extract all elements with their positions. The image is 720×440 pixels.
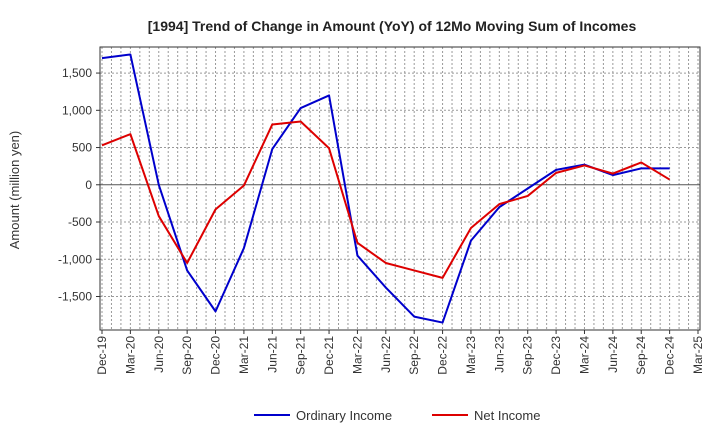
y-tick-label: -500 [68,215,92,229]
legend: Ordinary Income Net Income [254,408,540,423]
y-axis-label: Amount (million yen) [7,131,22,250]
axis-layer: -1,500 -1,000 -500 0 500 1,000 1,500 Dec-19 Mar-… [58,46,705,375]
y-tick-label: -1,500 [58,289,92,303]
y-tick-label: -1,000 [58,252,92,266]
legend-label: Ordinary Income [296,408,392,423]
x-tick-label: Mar-21 [237,336,251,374]
x-tick-label: Sep-21 [294,336,308,375]
series-line-ordinary-income [101,53,670,324]
y-tick-label: 1,500 [62,66,92,80]
series-line-net-income [101,120,671,279]
legend-label: Net Income [474,408,540,423]
x-tick-label: Dec-23 [549,336,563,375]
grid-layer [100,47,700,330]
series-layer [101,53,671,324]
x-tick-label: Mar-25 [691,336,705,374]
x-tick-label: Sep-22 [407,336,421,375]
x-tick-label: Jun-20 [152,336,166,373]
x-tick-label: Sep-20 [180,336,194,375]
x-tick-label: Dec-19 [95,336,109,375]
chart-title: [1994] Trend of Change in Amount (YoY) o… [148,18,637,34]
plot-frame [99,46,701,331]
x-tick-label: Dec-22 [436,336,450,375]
x-tick-label: Sep-23 [521,336,535,375]
x-tick-label: Jun-22 [379,336,393,373]
x-tick-label: Mar-22 [350,336,364,374]
y-tick-label: 0 [85,178,92,192]
x-tick-label: Jun-21 [265,336,279,373]
x-tick-label: Mar-20 [123,336,137,374]
x-tick-label: Sep-24 [634,336,648,375]
x-tick-label: Mar-24 [577,336,591,374]
x-tick-label: Dec-20 [209,336,223,375]
x-tick-label: Jun-23 [492,336,506,373]
y-tick-label: 500 [72,141,92,155]
x-tick-label: Jun-24 [606,336,620,373]
y-tick-label: 1,000 [62,103,92,117]
x-tick-label: Dec-24 [663,336,677,375]
x-tick-label: Dec-21 [322,336,336,375]
x-tick-label: Mar-23 [464,336,478,374]
